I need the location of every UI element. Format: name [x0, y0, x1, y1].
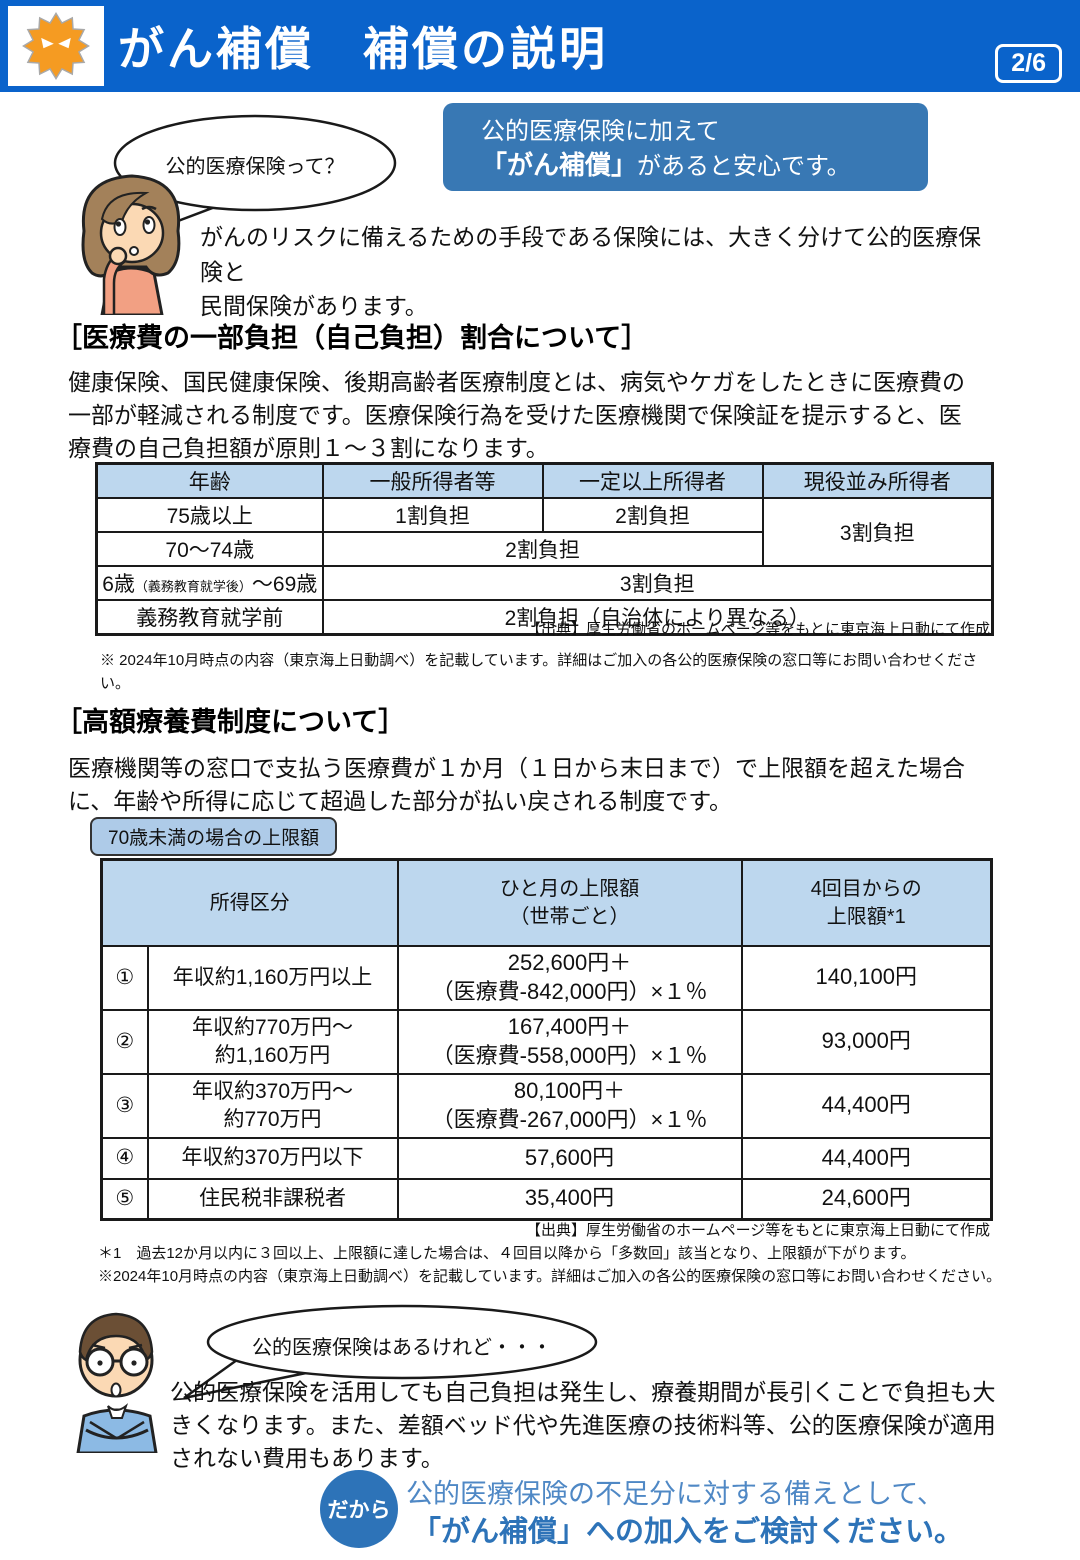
col-header-fourth-time-limit: 4回目からの 上限額*1: [740, 858, 993, 947]
cell-burden-preschool: 2割負担（自治体により異なる）: [321, 599, 994, 636]
monthly-limit: 80,100円＋ （医療費-267,000円）×１％: [396, 1072, 743, 1139]
fourth-time-limit: 93,000円: [740, 1008, 993, 1075]
under-70-limit-badge: 70歳未満の場合の上限額: [90, 817, 338, 856]
cell-burden-20-wide: 2割負担: [321, 531, 764, 567]
page-number-badge: 2/6: [995, 44, 1062, 83]
dakara-circle-badge: だから: [320, 1470, 398, 1548]
conclusion-line2: 「がん補償」への加入をご検討ください。: [412, 1516, 964, 1548]
key-message-panel: 公的医療保険に加えて 「がん補償」があると安心です。: [443, 103, 928, 191]
income-category: 住民税非課税者: [146, 1177, 399, 1221]
copay-ratio-table: 年齢 一般所得者等 一定以上所得者 現役並み所得者 75歳以上 1割負担 2割負…: [95, 462, 994, 636]
table-row: ⑤ 住民税非課税者 35,400円 24,600円: [100, 1177, 993, 1221]
monthly-limit: 252,600円＋ （医療費-842,000円）×１％: [396, 944, 743, 1011]
cancer-mascot-logo-box: [8, 6, 104, 86]
man-character-illustration: [76, 1312, 158, 1453]
table-row: ② 年収約770万円～ 約1,160万円 167,400円＋ （医療費-558,…: [100, 1008, 993, 1075]
cell-age-75plus: 75歳以上: [95, 497, 324, 533]
intro-paragraph: がんのリスクに備えるための手段である保険には、大きく分けて公的医療保険と 民間保…: [200, 224, 982, 319]
key-message-line1: 公的医療保険に加えて: [481, 118, 720, 145]
footnote-2: ※2024年10月時点の内容（東京海上日動調べ）を記載しています。詳細はご加入の…: [98, 1268, 1002, 1285]
woman-character-illustration: [81, 174, 181, 315]
page-title: がん補償 補償の説明: [118, 23, 608, 75]
cell-age-preschool: 義務教育就学前: [95, 599, 324, 636]
income-category: 年収約1,160万円以上: [146, 944, 399, 1011]
table-row: 義務教育就学前 2割負担（自治体により異なる）: [95, 599, 994, 636]
table-row: ③ 年収約370万円～ 約770万円 80,100円＋ （医療費-267,000…: [100, 1072, 993, 1139]
speech-bubble-man: [183, 1304, 598, 1400]
cell-burden-30: 3割負担: [761, 497, 994, 567]
section2-paragraph: 医療機関等の窓口で支払う医療費が１か月（１日から末日まで）で上限額を超えた場合に…: [68, 755, 965, 814]
row-number: ④: [100, 1136, 149, 1180]
fourth-time-limit: 24,600円: [740, 1177, 993, 1221]
source-citation-1: 【出典】厚生労働省のホームページ等をもとに東京海上日動にて作成: [526, 621, 990, 638]
row-number: ②: [100, 1008, 149, 1075]
table-header-row: 年齢 一般所得者等 一定以上所得者 現役並み所得者: [95, 462, 994, 499]
speech-bubble-woman-text: 公的医療保険って？: [165, 156, 345, 178]
table-row: 75歳以上 1割負担 2割負担 3割負担: [95, 497, 994, 567]
col-header-monthly-limit: ひと月の上限額 （世帯ごと）: [396, 858, 743, 947]
col-header-active-income: 現役並み所得者: [761, 462, 994, 499]
section1-paragraph: 健康保険、国民健康保険、後期高齢者医療制度とは、病気やケガをしたときに医療費の一…: [68, 369, 965, 461]
cell-burden-10: 1割負担: [321, 497, 544, 533]
monthly-limit: 57,600円: [396, 1136, 743, 1180]
cell-burden-30-wide: 3割負担: [321, 565, 994, 601]
monthly-limit: 35,400円: [396, 1177, 743, 1221]
col-header-income-category: 所得区分: [100, 858, 399, 947]
income-category: 年収約370万円～ 約770万円: [146, 1072, 399, 1139]
fourth-time-limit: 44,400円: [740, 1136, 993, 1180]
high-cost-medical-table: 所得区分 ひと月の上限額 （世帯ごと） 4回目からの 上限額*1 ① 年収約1,…: [100, 858, 993, 1221]
cell-age-6-69: 6歳（義務教育就学後）～69歳: [95, 565, 324, 601]
key-message-rest: があると安心です。: [637, 152, 851, 180]
income-category: 年収約370万円以下: [146, 1136, 399, 1180]
footnote-multiple-times: ＊1 過去12か月以内に３回以上、上限額に達した場合は、４回目以降から「多数回」…: [98, 1245, 916, 1262]
speech-bubble-man-text: 公的医療保険はあるけれど・・・: [252, 1337, 552, 1359]
col-header-age: 年齢: [95, 462, 324, 499]
cell-age-70-74: 70～74歳: [95, 531, 324, 567]
income-category: 年収約770万円～ 約1,160万円: [146, 1008, 399, 1075]
section3-paragraph: 公的医療保険を活用しても自己負担は発生し、療養期間が長引くことで負担も大きくなり…: [170, 1379, 996, 1471]
table-row: ④ 年収約370万円以下 57,600円 44,400円: [100, 1136, 993, 1180]
row-number: ③: [100, 1072, 149, 1139]
row-number: ⑤: [100, 1177, 149, 1221]
cancer-cell-mascot-icon: [22, 12, 90, 80]
table-row: ① 年収約1,160万円以上 252,600円＋ （医療費-842,000円）×…: [100, 944, 993, 1011]
table-row: 6歳（義務教育就学後）～69歳 3割負担: [95, 565, 994, 601]
conclusion-line1: 公的医療保険の不足分に対する備えとして、: [406, 1479, 944, 1509]
section2-heading: ［高額療養費制度について］: [55, 707, 406, 737]
key-message-bold: 「がん補償」: [481, 149, 638, 180]
fourth-time-limit: 140,100円: [740, 944, 993, 1011]
source-citation-2: 【出典】厚生労働省のホームページ等をもとに東京海上日動にて作成: [526, 1222, 990, 1239]
table-row: 70～74歳 2割負担: [95, 531, 993, 567]
monthly-limit: 167,400円＋ （医療費-558,000円）×１％: [396, 1008, 743, 1075]
header-bar: がん補償 補償の説明 2/6: [0, 0, 1080, 92]
row-number: ①: [100, 944, 149, 1011]
section1-heading: ［医療費の一部負担（自己負担）割合について］: [55, 323, 649, 353]
cell-burden-20: 2割負担: [541, 497, 764, 533]
fourth-time-limit: 44,400円: [740, 1072, 993, 1139]
footnote-1: ※ 2024年10月時点の内容（東京海上日動調べ）を記載しています。詳細はご加入…: [100, 652, 978, 692]
col-header-general-income: 一般所得者等: [321, 462, 544, 499]
table-header-row: 所得区分 ひと月の上限額 （世帯ごと） 4回目からの 上限額*1: [100, 858, 993, 947]
col-header-certain-income: 一定以上所得者: [541, 462, 764, 499]
